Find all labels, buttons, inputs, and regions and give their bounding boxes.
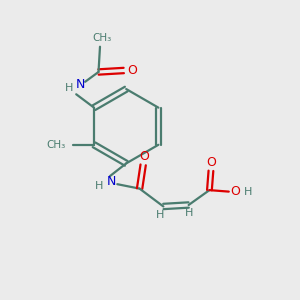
Text: H: H [95, 181, 104, 191]
Text: O: O [230, 185, 240, 198]
Text: H: H [184, 208, 193, 218]
Text: H: H [156, 210, 164, 220]
Text: CH₃: CH₃ [46, 140, 65, 150]
Text: N: N [75, 78, 85, 91]
Text: O: O [206, 156, 216, 169]
Text: H: H [64, 83, 73, 93]
Text: N: N [107, 175, 116, 188]
Text: O: O [127, 64, 137, 77]
Text: CH₃: CH₃ [92, 33, 112, 43]
Text: H: H [244, 187, 252, 196]
Text: O: O [139, 150, 149, 163]
